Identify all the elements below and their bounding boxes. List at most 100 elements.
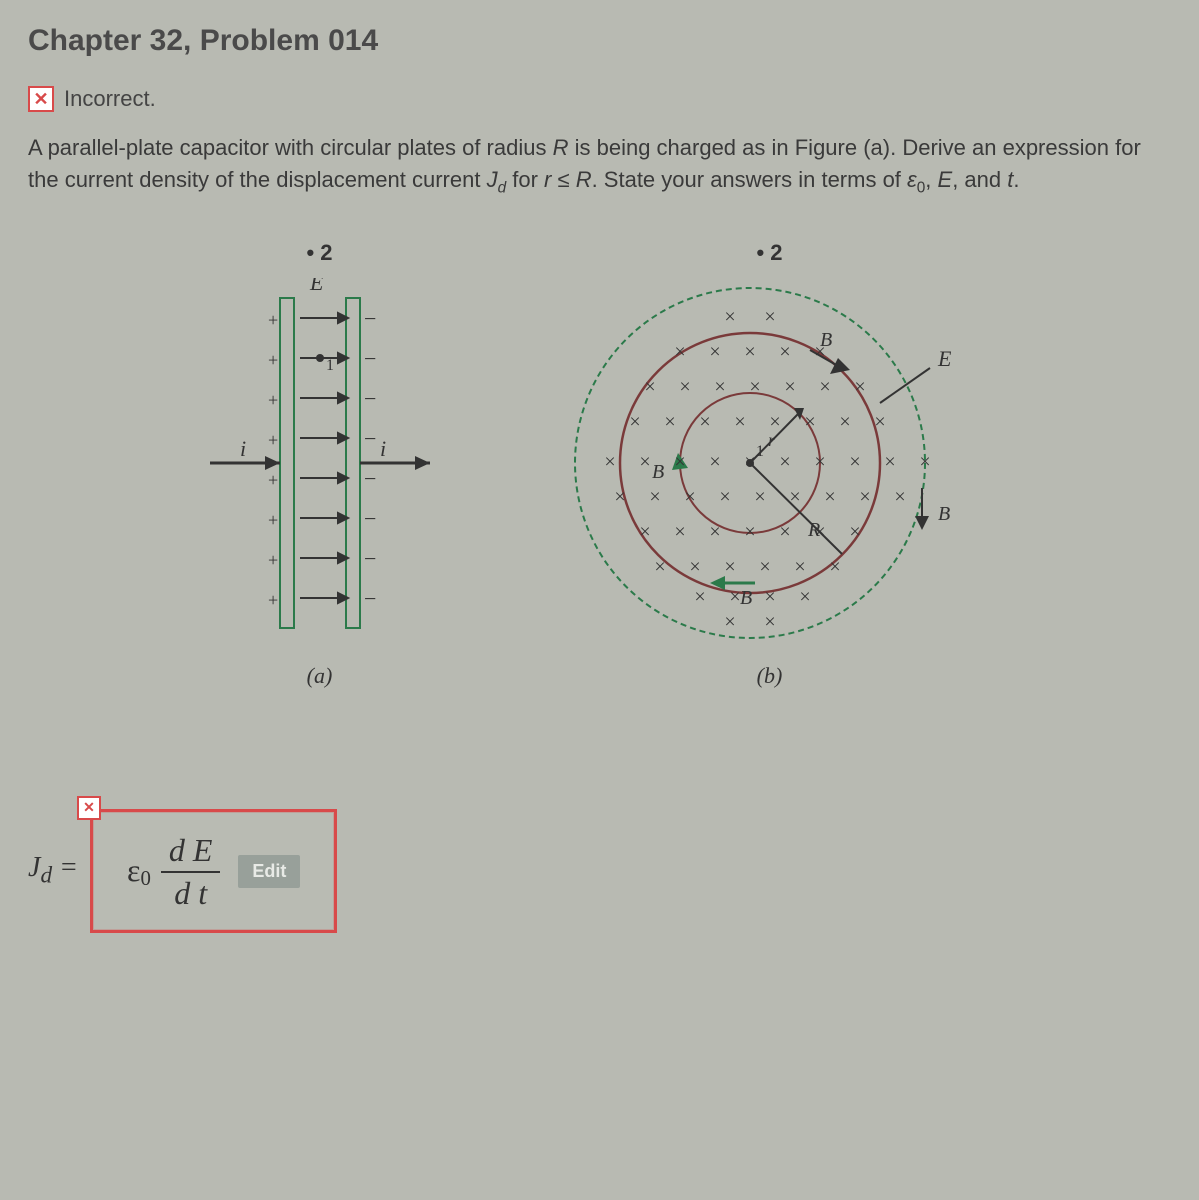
svg-text:×: × (749, 376, 760, 398)
svg-text:×: × (794, 556, 805, 578)
svg-text:×: × (724, 306, 735, 328)
svg-text:×: × (694, 586, 705, 608)
svg-text:×: × (684, 486, 695, 508)
svg-text:×: × (859, 486, 870, 508)
svg-text:B⃗: B⃗ (938, 503, 966, 525)
figure-b-svg: 1 r R B⃗ B⃗ B⃗ B⃗ E⃗ (550, 278, 990, 648)
svg-text:1: 1 (326, 357, 334, 374)
answer-input-box[interactable]: ✕ ε0 d E d t Edit (90, 809, 337, 933)
svg-text:×: × (779, 521, 790, 543)
answer-incorrect-icon: ✕ (77, 796, 101, 820)
svg-text:×: × (604, 451, 615, 473)
figure-a-caption: (a) (210, 663, 430, 689)
svg-text:r: r (768, 430, 776, 450)
svg-text:×: × (849, 451, 860, 473)
svg-text:×: × (764, 611, 775, 633)
figure-b-caption: (b) (550, 663, 990, 689)
svg-text:×: × (814, 451, 825, 473)
svg-text:×: × (829, 556, 840, 578)
svg-text:×: × (724, 611, 735, 633)
svg-text:×: × (654, 556, 665, 578)
svg-text:×: × (674, 341, 685, 363)
svg-text:×: × (839, 411, 850, 433)
figure-b: • 2 1 r R B⃗ B⃗ (550, 240, 990, 689)
svg-text:×: × (814, 521, 825, 543)
svg-text:×: × (764, 586, 775, 608)
answer-lhs: Jd = (28, 852, 78, 890)
svg-text:E⃗: E⃗ (309, 278, 341, 295)
figure-a: • 2 i i +++ +++ ++ −−− −−− −− (210, 240, 430, 689)
page-title: Chapter 32, Problem 014 (28, 24, 1171, 58)
svg-text:×: × (799, 586, 810, 608)
svg-text:×: × (874, 411, 885, 433)
svg-text:×: × (734, 411, 745, 433)
problem-statement: A parallel-plate capacitor with circular… (28, 132, 1171, 200)
svg-text:−: − (364, 546, 376, 571)
svg-text:×: × (744, 341, 755, 363)
answer-row: Jd = ✕ ε0 d E d t Edit (28, 809, 1171, 933)
svg-text:×: × (664, 411, 675, 433)
svg-text:×: × (769, 411, 780, 433)
svg-text:×: × (689, 556, 700, 578)
figure-b-top-label: • 2 (550, 240, 990, 266)
svg-text:×: × (814, 341, 825, 363)
svg-text:×: × (744, 451, 755, 473)
svg-text:+: + (268, 430, 278, 450)
svg-text:+: + (268, 310, 278, 330)
svg-text:×: × (824, 486, 835, 508)
svg-text:×: × (709, 451, 720, 473)
svg-text:−: − (364, 506, 376, 531)
svg-text:+: + (268, 350, 278, 370)
svg-text:×: × (699, 411, 710, 433)
svg-text:+: + (268, 390, 278, 410)
svg-text:×: × (709, 521, 720, 543)
svg-text:×: × (849, 521, 860, 543)
svg-text:×: × (639, 451, 650, 473)
figure-area: • 2 i i +++ +++ ++ −−− −−− −− (28, 240, 1171, 689)
svg-text:×: × (854, 376, 865, 398)
svg-text:×: × (729, 586, 740, 608)
svg-text:−: − (364, 586, 376, 611)
status-row: ✕ Incorrect. (28, 86, 1171, 112)
svg-text:×: × (754, 486, 765, 508)
svg-text:×: × (784, 376, 795, 398)
svg-text:×: × (674, 521, 685, 543)
svg-text:−: − (364, 426, 376, 451)
svg-text:−: − (364, 466, 376, 491)
svg-text:+: + (268, 590, 278, 610)
svg-text:+: + (268, 550, 278, 570)
svg-text:+: + (268, 510, 278, 530)
svg-text:×: × (919, 451, 930, 473)
svg-text:×: × (819, 376, 830, 398)
svg-text:i: i (380, 436, 386, 461)
svg-text:×: × (779, 341, 790, 363)
svg-text:−: − (364, 386, 376, 411)
status-label: Incorrect. (64, 86, 156, 112)
edit-button[interactable]: Edit (238, 855, 300, 888)
svg-text:×: × (649, 486, 660, 508)
svg-text:×: × (719, 486, 730, 508)
svg-text:×: × (679, 376, 690, 398)
svg-text:×: × (884, 451, 895, 473)
svg-text:×: × (744, 521, 755, 543)
svg-text:×: × (724, 556, 735, 578)
svg-text:×: × (804, 411, 815, 433)
svg-text:+: + (268, 470, 278, 490)
svg-text:E⃗: E⃗ (937, 346, 969, 371)
figure-a-svg: i i +++ +++ ++ −−− −−− −− (210, 278, 430, 648)
svg-text:×: × (674, 451, 685, 473)
svg-text:×: × (709, 341, 720, 363)
figure-a-top-label: • 2 (210, 240, 430, 266)
svg-text:×: × (759, 556, 770, 578)
svg-text:×: × (629, 411, 640, 433)
svg-text:×: × (639, 521, 650, 543)
svg-text:×: × (644, 376, 655, 398)
incorrect-icon: ✕ (28, 86, 54, 112)
svg-text:×: × (779, 451, 790, 473)
svg-text:×: × (764, 306, 775, 328)
svg-text:−: − (364, 306, 376, 331)
answer-expression: ε0 d E d t (127, 832, 220, 912)
svg-text:−: − (364, 346, 376, 371)
svg-text:×: × (714, 376, 725, 398)
svg-text:×: × (614, 486, 625, 508)
